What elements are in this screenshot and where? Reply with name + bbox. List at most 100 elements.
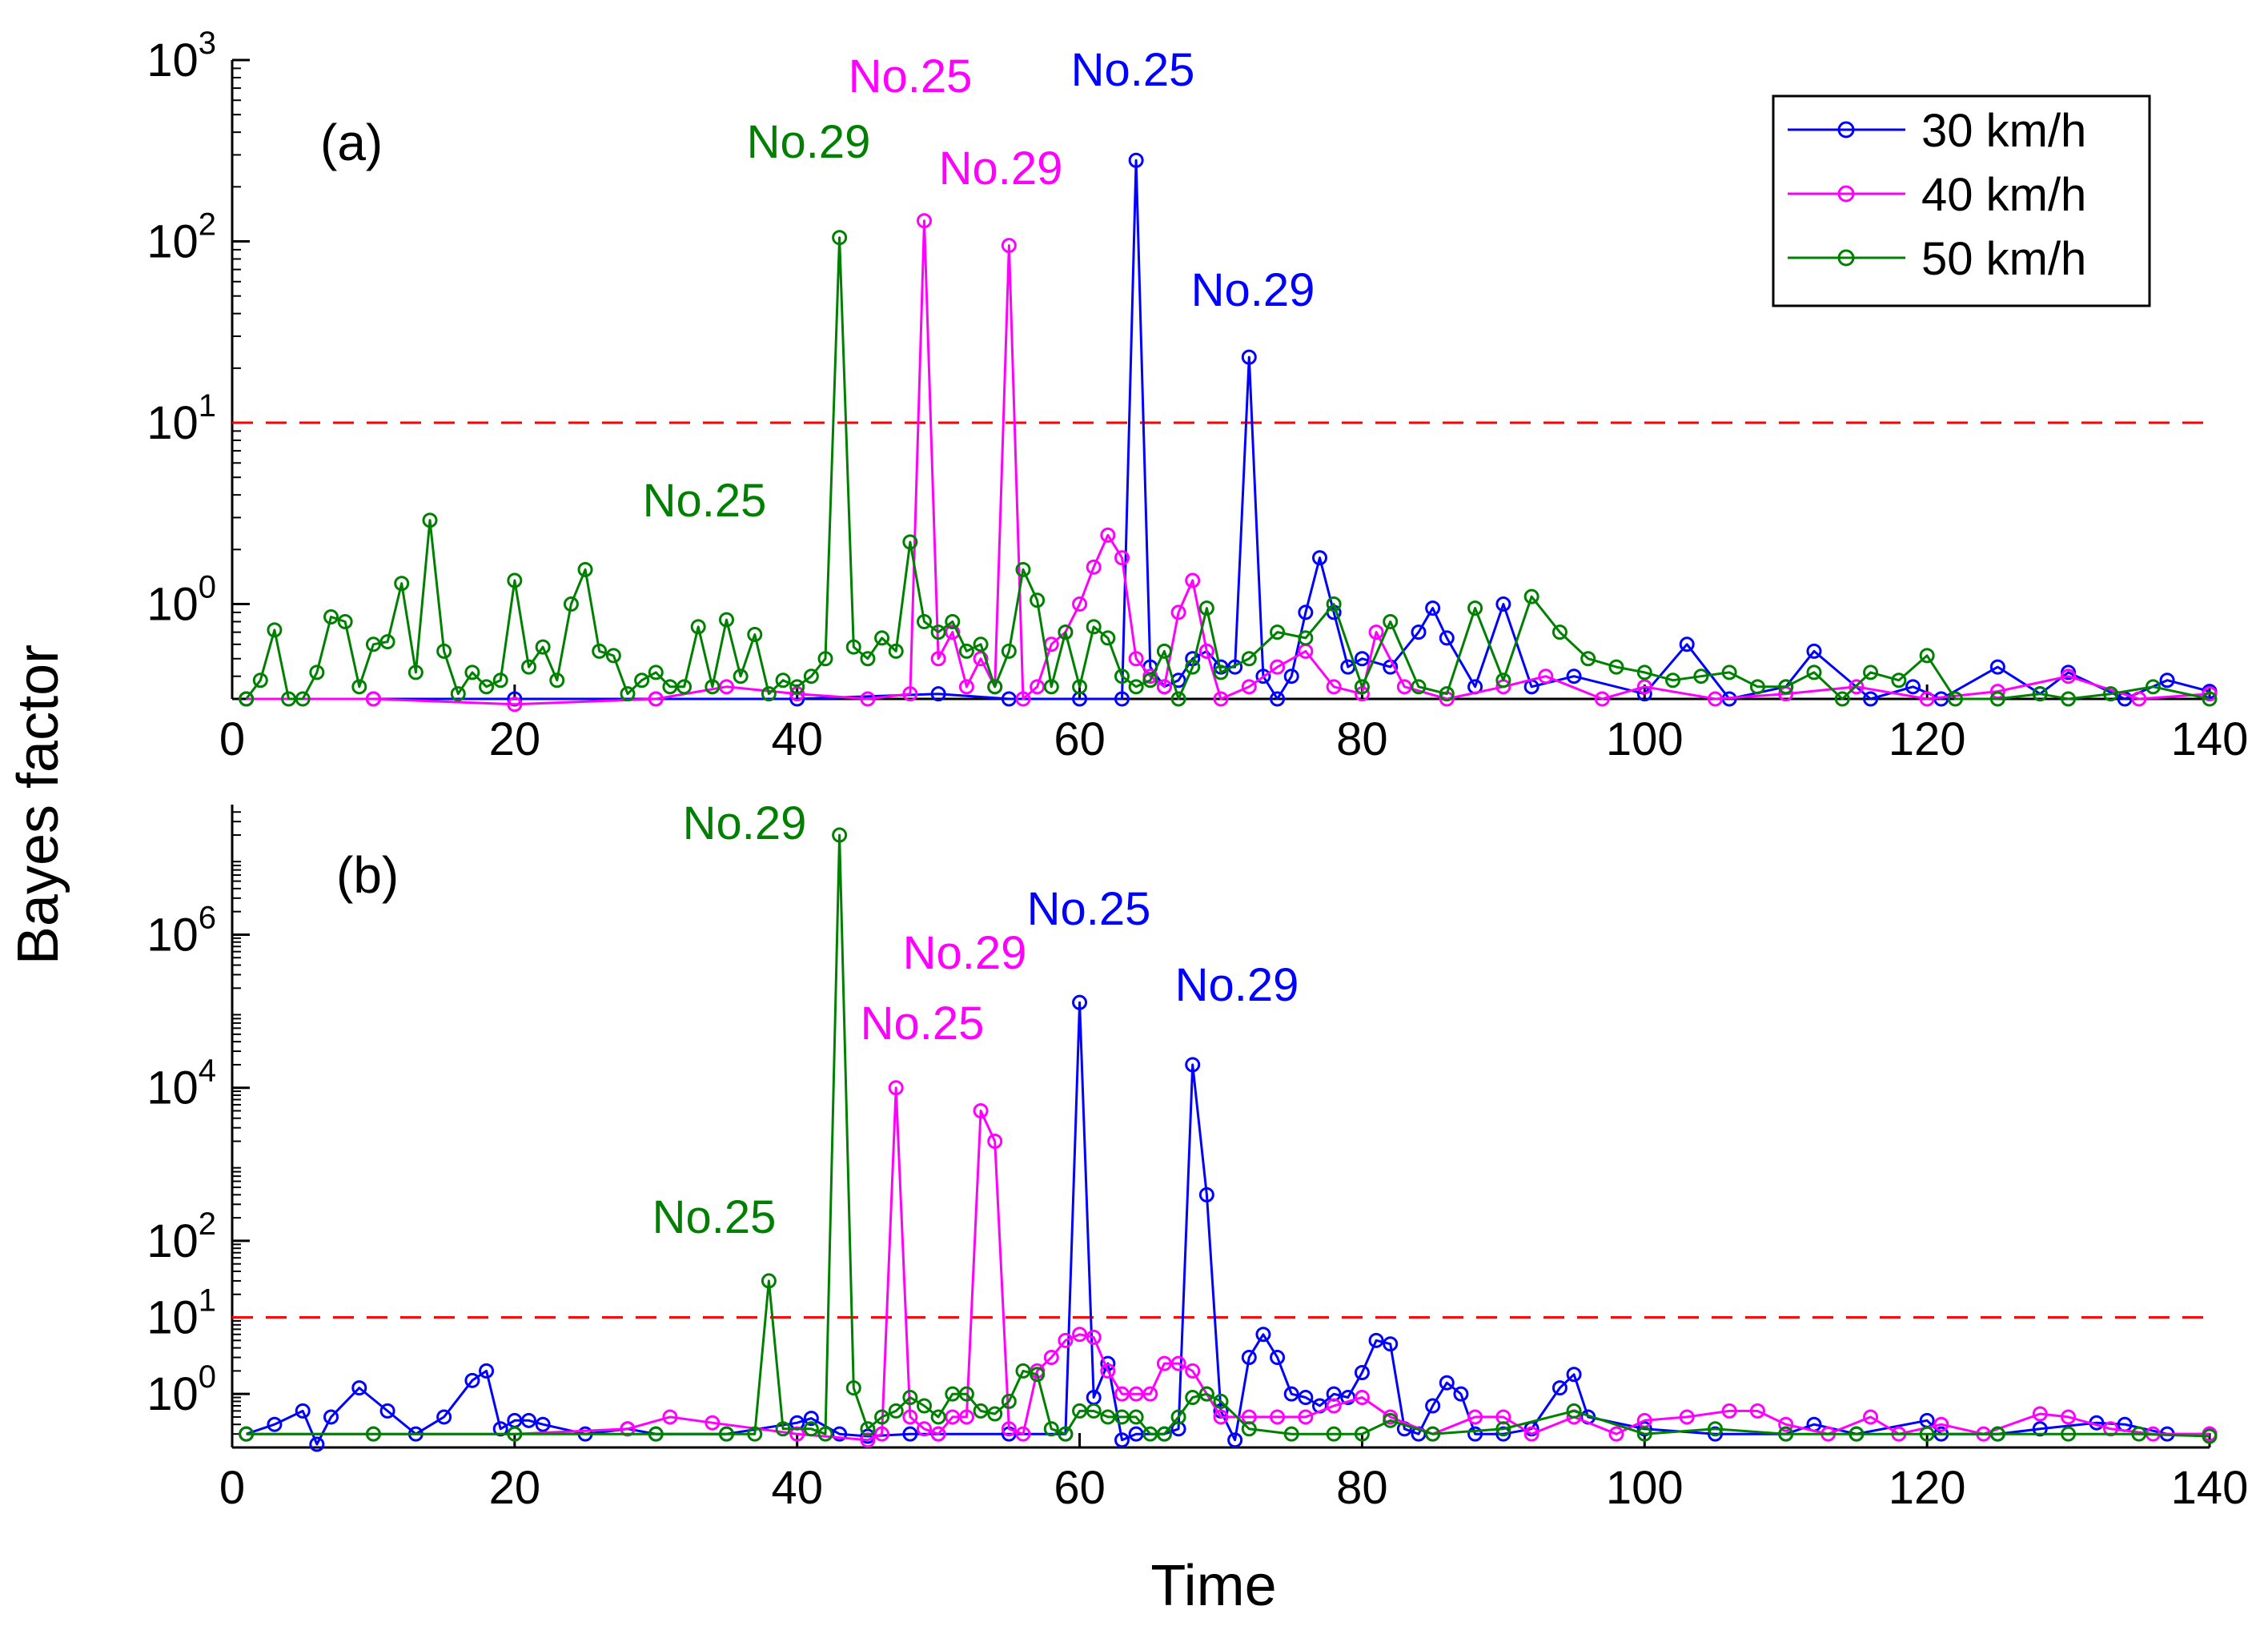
data-point <box>1128 679 1144 695</box>
data-point <box>1128 651 1144 667</box>
data-point <box>945 1386 961 1402</box>
data-point <box>1270 1350 1286 1366</box>
data-point <box>2202 691 2218 707</box>
data-point <box>1001 691 1017 707</box>
data-point <box>704 679 721 695</box>
data-point <box>1566 1403 1582 1419</box>
data-point <box>1919 691 1935 707</box>
y-axis-title: Bayes factor <box>6 644 70 965</box>
data-point <box>1170 691 1186 707</box>
data-point <box>1270 1409 1286 1425</box>
data-point <box>492 672 508 689</box>
data-point <box>1636 679 1652 695</box>
x-tick-label: 100 <box>1606 713 1684 765</box>
data-point <box>2202 686 2218 702</box>
data-point <box>1298 1409 1314 1425</box>
annotation-label: No.29 <box>747 116 871 168</box>
data-point <box>1425 1398 1441 1414</box>
data-point <box>1467 600 1483 616</box>
data-point <box>2103 1421 2118 1437</box>
annotation-label: No.29 <box>903 927 1027 979</box>
data-point <box>930 686 946 702</box>
data-point <box>1580 651 1596 667</box>
data-point <box>648 664 664 680</box>
data-point <box>1523 588 1539 604</box>
data-point <box>1156 679 1172 695</box>
data-point <box>239 1426 255 1442</box>
data-point <box>1100 630 1116 646</box>
x-tick-label: 40 <box>771 1462 823 1514</box>
annotation-label: No.29 <box>1175 959 1299 1011</box>
data-point <box>917 1421 932 1437</box>
data-point <box>1679 636 1695 652</box>
data-point <box>1863 664 1879 680</box>
data-point <box>987 679 1003 695</box>
data-point <box>1905 679 1921 695</box>
data-point <box>620 1421 636 1437</box>
data-point <box>1198 1186 1214 1202</box>
data-point <box>549 672 565 689</box>
data-point <box>987 1406 1003 1422</box>
data-point <box>1495 1421 1511 1437</box>
data-point <box>1354 679 1370 695</box>
data-point <box>1326 596 1342 612</box>
data-point <box>1636 1421 1652 1437</box>
data-point <box>1043 679 1059 695</box>
x-tick-label: 120 <box>1889 713 1966 765</box>
x-tick-label: 20 <box>489 713 541 765</box>
legend: 30 km/h 40 km/h 50 km/h <box>1772 94 2151 307</box>
data-point <box>521 1412 536 1428</box>
data-point <box>1241 651 1257 667</box>
data-point <box>2103 686 2118 702</box>
y-tick-label: 100 <box>147 570 216 631</box>
data-point <box>1721 664 1737 680</box>
data-point <box>761 1273 777 1289</box>
data-point <box>930 1426 946 1442</box>
data-point <box>464 1372 480 1388</box>
data-point <box>902 534 918 550</box>
data-point <box>1326 1398 1342 1414</box>
data-point <box>973 1403 989 1419</box>
data-point <box>323 1409 339 1425</box>
data-point <box>648 691 664 707</box>
data-point <box>945 614 961 630</box>
data-point <box>1467 1409 1483 1425</box>
annotation-label: No.25 <box>861 998 985 1050</box>
data-point <box>1495 596 1511 612</box>
annotation-label: No.25 <box>849 50 973 102</box>
data-point <box>648 1426 664 1442</box>
data-point <box>1001 1421 1017 1437</box>
data-point <box>888 643 904 659</box>
data-point <box>1086 1403 1102 1419</box>
data-point <box>1114 1386 1130 1402</box>
data-point <box>1072 994 1088 1010</box>
y-tick-label: 103 <box>147 26 216 86</box>
data-point <box>1100 1409 1116 1425</box>
x-tick-label: 140 <box>2171 1462 2249 1514</box>
data-point <box>1114 550 1130 566</box>
data-point <box>1523 1426 1539 1442</box>
legend-label: 50 km/h <box>1921 233 2086 285</box>
data-point <box>1863 1409 1879 1425</box>
data-point <box>479 1363 495 1379</box>
x-tick-label: 120 <box>1889 1462 1966 1514</box>
data-point <box>592 643 608 659</box>
data-point <box>874 630 890 646</box>
data-point <box>1354 1365 1370 1381</box>
data-point <box>535 639 551 655</box>
data-point <box>1142 1386 1158 1402</box>
data-point <box>1778 1416 1794 1432</box>
data-point <box>1170 604 1186 620</box>
data-point <box>1283 668 1299 685</box>
x-tick-label: 20 <box>489 1462 541 1514</box>
data-point <box>860 1421 876 1437</box>
data-point <box>1043 1421 1059 1437</box>
data-point <box>1708 1426 1723 1442</box>
panel-label: (b) <box>336 846 399 904</box>
data-point <box>620 686 636 702</box>
series-line-50kmh <box>246 833 2210 1438</box>
data-point <box>365 636 381 652</box>
data-point <box>1383 1412 1399 1428</box>
